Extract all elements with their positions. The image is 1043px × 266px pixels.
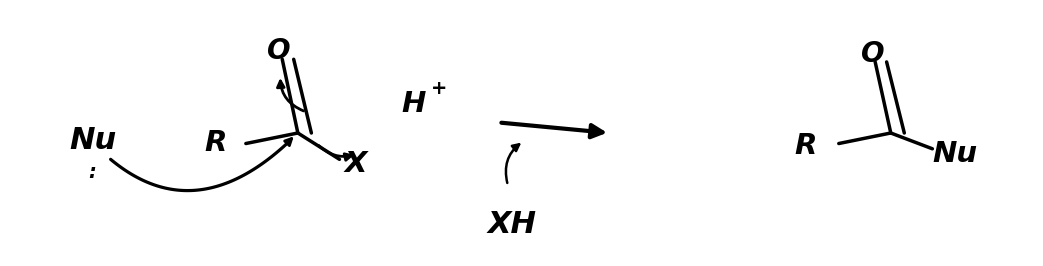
Text: :: : <box>88 163 96 182</box>
Text: X: X <box>344 151 367 178</box>
Text: R: R <box>204 130 226 157</box>
Text: Nu: Nu <box>69 126 116 155</box>
Text: H: H <box>402 90 427 118</box>
Text: +: + <box>431 78 447 98</box>
Text: Nu: Nu <box>932 140 977 168</box>
Text: XH: XH <box>487 210 536 239</box>
Text: O: O <box>267 37 290 65</box>
Text: O: O <box>860 40 884 68</box>
Text: R: R <box>794 132 817 160</box>
